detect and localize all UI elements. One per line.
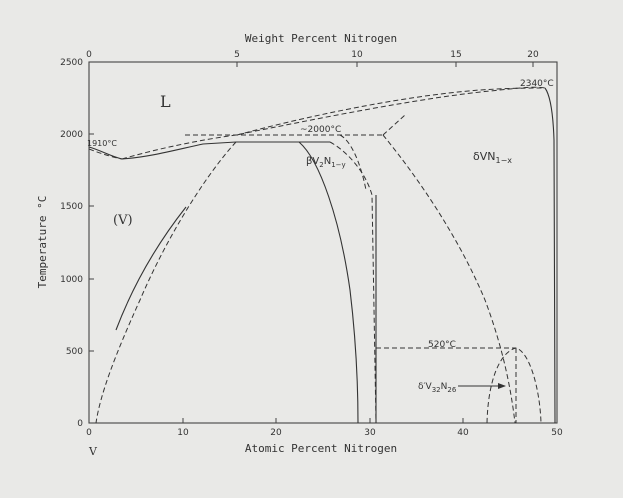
delta-prime-prefix: δ′V xyxy=(418,382,433,392)
top-tick-label: 20 xyxy=(527,50,539,60)
delta-prime-label: δ′V32N26 xyxy=(418,382,457,394)
left-tick-label: 1000 xyxy=(60,275,83,285)
left-axis-tick-labels: 0 500 1000 1500 2000 2500 xyxy=(60,58,83,429)
temp-label-2000: ~2000°C xyxy=(300,125,341,135)
element-label-v: V xyxy=(88,445,98,458)
liquid-phase-label: L xyxy=(160,92,171,111)
beta-sub2: 1−y xyxy=(331,161,345,169)
bottom-tick-label: 50 xyxy=(551,428,563,438)
beta-right-boundary-dashed xyxy=(329,141,377,424)
bottom-axis-title: Atomic Percent Nitrogen xyxy=(245,442,397,455)
left-tick-label: 500 xyxy=(66,347,83,357)
beta-prefix: βV xyxy=(306,156,319,167)
liquidus-upper-curve-2 xyxy=(236,87,546,136)
vanadium-phase-label: (V) xyxy=(113,213,133,228)
delta-sub: 1−x xyxy=(495,156,512,165)
bottom-tick-label: 10 xyxy=(177,428,189,438)
beta-sub1: 2 xyxy=(319,161,323,169)
plot-frame xyxy=(88,61,558,424)
liquidus-upper-curve xyxy=(121,86,546,160)
top-axis-title: Weight Percent Nitrogen xyxy=(245,32,397,45)
temp-label-520: 520°C xyxy=(428,340,456,350)
top-tick-label: 5 xyxy=(234,50,240,60)
delta-right-boundary xyxy=(544,87,556,424)
bottom-axis-ticks xyxy=(88,418,558,423)
left-tick-label: 2500 xyxy=(60,58,83,68)
bottom-tick-label: 30 xyxy=(364,428,376,438)
top-tick-label: 10 xyxy=(351,50,363,60)
beta-top-dome xyxy=(339,134,367,191)
top-axis-ticks xyxy=(88,62,534,67)
delta-vn-label: δVN1−x xyxy=(473,150,512,165)
beta-n: N xyxy=(324,156,331,167)
left-axis-title: Temperature °C xyxy=(36,196,49,289)
left-axis-ticks xyxy=(89,61,94,424)
bottom-axis-tick-labels: 0 10 20 30 40 50 xyxy=(86,428,563,438)
liquidus-solid-curve xyxy=(88,141,237,160)
vanadium-solvus-dashed xyxy=(95,141,237,424)
bottom-tick-label: 40 xyxy=(457,428,469,438)
delta-left-boundary xyxy=(382,134,516,424)
left-tick-label: 0 xyxy=(77,419,83,429)
bottom-tick-label: 0 xyxy=(86,428,92,438)
delta-prime-sub1: 32 xyxy=(432,386,441,394)
solidus-dashed-curve xyxy=(88,148,123,160)
top-tick-label: 0 xyxy=(86,50,92,60)
beta-left-boundary xyxy=(298,141,359,424)
delta-top-link xyxy=(382,114,406,136)
delta-prime-n: N xyxy=(441,382,448,392)
top-tick-label: 15 xyxy=(450,50,461,60)
bottom-tick-label: 20 xyxy=(270,428,282,438)
left-tick-label: 1500 xyxy=(60,202,83,212)
temp-label-2340: 2340°C xyxy=(520,79,554,89)
delta-prefix: δVN xyxy=(473,150,495,163)
temp-label-1910: 1910°C xyxy=(87,139,117,148)
vanadium-solvus-solid xyxy=(115,206,187,331)
top-axis-tick-labels: 0 5 10 15 20 xyxy=(86,50,539,60)
delta-prime-sub2: 26 xyxy=(447,386,456,394)
beta-v2n-label: βV2N1−y xyxy=(306,156,346,169)
left-tick-label: 2000 xyxy=(60,130,83,140)
